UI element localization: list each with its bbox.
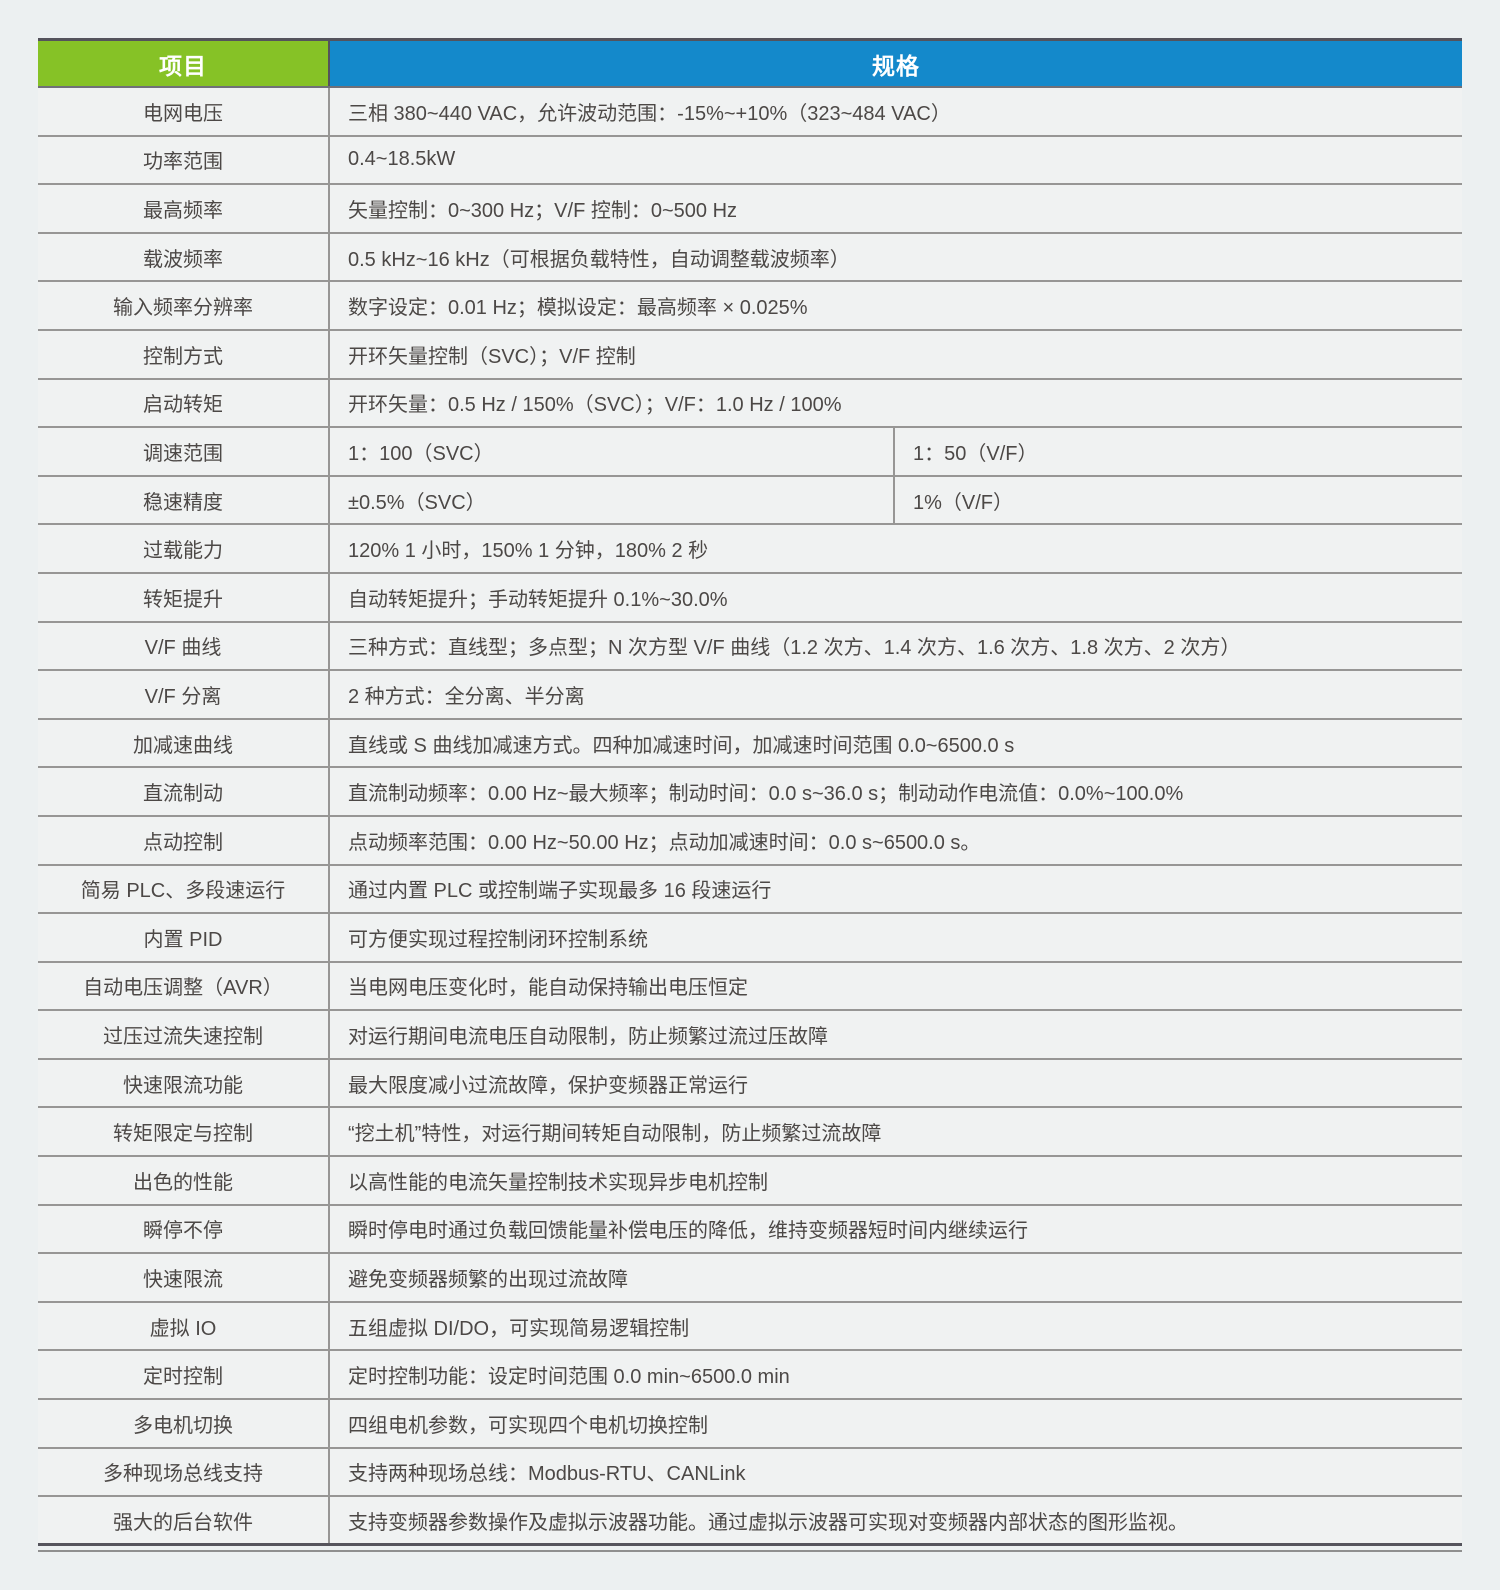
row-item-label: 多电机切换 <box>38 1400 330 1447</box>
row-spec-cell: 数字设定：0.01 Hz；模拟设定：最高频率 × 0.025% <box>348 297 808 320</box>
table-row: 启动转矩 开环矢量：0.5 Hz / 150%（SVC）；V/F：1.0 Hz /… <box>38 379 1462 429</box>
row-spec-cell: 对运行期间电流电压自动限制，防止频繁过流过压故障 <box>348 1026 828 1049</box>
row-item-label: 启动转矩 <box>38 379 330 427</box>
row-item-label: 定时控制 <box>38 1351 330 1399</box>
row-item-label: 电网电压 <box>38 88 330 135</box>
table-row: 转矩提升 自动转矩提升；手动转矩提升 0.1%~30.0% <box>38 573 1462 623</box>
row-spec-cell: 四组电机参数，可实现四个电机切换控制 <box>348 1414 708 1437</box>
row-item-label: 稳速精度 <box>38 476 330 524</box>
row-item-label: 转矩限定与控制 <box>38 1108 330 1156</box>
row-item-label: 点动控制 <box>38 816 330 864</box>
row-item-label: 快速限流功能 <box>38 1059 330 1107</box>
row-spec-cell: 开环矢量控制（SVC）；V/F 控制 <box>348 345 636 368</box>
row-spec-cell: 直线或 S 曲线加减速方式。四种加减速时间，加减速时间范围 0.0~6500.0… <box>348 734 1015 757</box>
table-row: 定时控制 定时控制功能：设定时间范围 0.0 min~6500.0 min <box>38 1351 1462 1401</box>
row-spec-cell: 支持变频器参数操作及虚拟示波器功能。通过虚拟示波器可实现对变频器内部状态的图形监… <box>348 1511 1188 1534</box>
row-spec-cell: 五组虚拟 DI/DO，可实现简易逻辑控制 <box>348 1317 690 1340</box>
row-spec-cell: 1：100（SVC） <box>330 428 895 475</box>
row-spec-cell: 自动转矩提升；手动转矩提升 0.1%~30.0% <box>348 588 728 611</box>
table-row: 自动电压调整（AVR） 当电网电压变化时，能自动保持输出电压恒定 <box>38 962 1462 1012</box>
table-row: 直流制动 直流制动频率：0.00 Hz~最大频率；制动时间：0.0 s~36.0 … <box>38 768 1462 817</box>
row-spec-cell: 三相 380~440 VAC，允许波动范围：-15%~+10%（323~484 … <box>348 102 951 125</box>
row-spec-cell: 2 种方式：全分离、半分离 <box>348 685 585 708</box>
row-spec-cell: 开环矢量：0.5 Hz / 150%（SVC）；V/F：1.0 Hz / 100… <box>348 394 842 417</box>
row-item-label: 控制方式 <box>38 330 330 378</box>
row-item-label: 多种现场总线支持 <box>38 1448 330 1496</box>
row-item-label: 直流制动 <box>38 768 330 815</box>
table-row: 内置 PID 可方便实现过程控制闭环控制系统 <box>38 914 1462 963</box>
row-item-label: 虚拟 IO <box>38 1302 330 1350</box>
row-item-label: 转矩提升 <box>38 573 330 621</box>
spec-table: 项目 规格 电网电压 三相 380~440 VAC，允许波动范围：-15%~+10… <box>38 38 1462 1552</box>
row-spec-cell: 直流制动频率：0.00 Hz~最大频率；制动时间：0.0 s~36.0 s；制动… <box>348 783 1184 806</box>
row-spec-cell: “挖土机”特性，对运行期间转矩自动限制，防止频繁过流故障 <box>348 1123 882 1146</box>
row-spec-cell: 当电网电压变化时，能自动保持输出电压恒定 <box>348 977 748 1000</box>
table-row: 多种现场总线支持 支持两种现场总线：Modbus-RTU、CANLink <box>38 1448 1462 1498</box>
row-spec-cell: 通过内置 PLC 或控制端子实现最多 16 段速运行 <box>348 880 772 903</box>
row-item-label: V/F 分离 <box>38 671 330 718</box>
row-item-label: 出色的性能 <box>38 1157 330 1204</box>
row-item-label: 内置 PID <box>38 914 330 961</box>
row-spec-cell: 0.4~18.5kW <box>348 148 456 171</box>
table-row: 调速范围 1：100（SVC） 1：50（V/F） <box>38 428 1462 477</box>
row-spec-cell: 1%（V/F） <box>913 491 1014 514</box>
row-spec-cell: 最大限度减小过流故障，保护变频器正常运行 <box>348 1074 748 1097</box>
row-item-label: 过压过流失速控制 <box>38 1011 330 1058</box>
table-row: 快速限流功能 最大限度减小过流故障，保护变频器正常运行 <box>38 1059 1462 1109</box>
spec-table-body: 电网电压 三相 380~440 VAC，允许波动范围：-15%~+10%（323~… <box>38 88 1462 1546</box>
row-item-label: 过载能力 <box>38 525 330 572</box>
row-spec-cell: 三种方式：直线型；多点型；N 次方型 V/F 曲线（1.2 次方、1.4 次方、… <box>348 637 1241 660</box>
row-spec-cell: 120% 1 小时，150% 1 分钟，180% 2 秒 <box>348 540 709 563</box>
row-item-label: 自动电压调整（AVR） <box>38 962 330 1010</box>
table-bottom-rule <box>38 1546 1462 1552</box>
table-row: 输入频率分辨率 数字设定：0.01 Hz；模拟设定：最高频率 × 0.025% <box>38 282 1462 331</box>
row-item-label: 功率范围 <box>38 136 330 184</box>
table-row: V/F 分离 2 种方式：全分离、半分离 <box>38 671 1462 720</box>
row-item-label: V/F 曲线 <box>38 622 330 670</box>
table-row: 虚拟 IO 五组虚拟 DI/DO，可实现简易逻辑控制 <box>38 1302 1462 1352</box>
row-item-label: 简易 PLC、多段速运行 <box>38 865 330 913</box>
table-row: 加减速曲线 直线或 S 曲线加减速方式。四种加减速时间，加减速时间范围 0.0~6… <box>38 719 1462 769</box>
table-row: V/F 曲线 三种方式：直线型；多点型；N 次方型 V/F 曲线（1.2 次方、1… <box>38 622 1462 672</box>
row-item-label: 最高频率 <box>38 185 330 232</box>
table-row: 多电机切换 四组电机参数，可实现四个电机切换控制 <box>38 1400 1462 1449</box>
table-row: 点动控制 点动频率范围：0.00 Hz~50.00 Hz；点动加减速时间：0.0 … <box>38 816 1462 866</box>
header-item-cell: 项目 <box>38 41 330 86</box>
row-spec-cell: 点动频率范围：0.00 Hz~50.00 Hz；点动加减速时间：0.0 s~65… <box>348 831 981 854</box>
row-spec-cell: 1：50（V/F） <box>913 442 1038 465</box>
row-item-label: 快速限流 <box>38 1254 330 1301</box>
row-spec-cell: 可方便实现过程控制闭环控制系统 <box>348 928 648 951</box>
table-row: 电网电压 三相 380~440 VAC，允许波动范围：-15%~+10%（323~… <box>38 88 1462 137</box>
table-row: 载波频率 0.5 kHz~16 kHz（可根据负载特性，自动调整载波频率） <box>38 233 1462 283</box>
row-spec-cell: 避免变频器频繁的出现过流故障 <box>348 1269 628 1292</box>
table-row: 过载能力 120% 1 小时，150% 1 分钟，180% 2 秒 <box>38 525 1462 574</box>
spec-table-header: 项目 规格 <box>38 38 1462 88</box>
row-spec-cell: 瞬时停电时通过负载回馈能量补偿电压的降低，维持变频器短时间内继续运行 <box>348 1220 1028 1243</box>
table-row: 过压过流失速控制 对运行期间电流电压自动限制，防止频繁过流过压故障 <box>38 1011 1462 1060</box>
row-item-label: 加减速曲线 <box>38 719 330 767</box>
row-spec-cell: 支持两种现场总线：Modbus-RTU、CANLink <box>348 1463 746 1486</box>
table-row: 瞬停不停 瞬时停电时通过负载回馈能量补偿电压的降低，维持变频器短时间内继续运行 <box>38 1205 1462 1255</box>
row-spec-cell: 0.5 kHz~16 kHz（可根据负载特性，自动调整载波频率） <box>348 248 850 271</box>
row-item-label: 输入频率分辨率 <box>38 282 330 329</box>
table-row: 简易 PLC、多段速运行 通过内置 PLC 或控制端子实现最多 16 段速运行 <box>38 865 1462 915</box>
header-spec-cell: 规格 <box>330 41 1462 86</box>
row-item-label: 调速范围 <box>38 428 330 475</box>
table-row: 控制方式 开环矢量控制（SVC）；V/F 控制 <box>38 330 1462 380</box>
row-spec-cell: ±0.5%（SVC） <box>330 476 895 524</box>
table-row: 稳速精度 ±0.5%（SVC） 1%（V/F） <box>38 476 1462 526</box>
row-item-label: 强大的后台软件 <box>38 1497 330 1543</box>
table-row: 最高频率 矢量控制：0~300 Hz；V/F 控制：0~500 Hz <box>38 185 1462 234</box>
row-spec-cell: 矢量控制：0~300 Hz；V/F 控制：0~500 Hz <box>348 199 738 222</box>
row-spec-cell: 以高性能的电流矢量控制技术实现异步电机控制 <box>348 1171 768 1194</box>
row-item-label: 瞬停不停 <box>38 1205 330 1253</box>
table-row: 功率范围 0.4~18.5kW <box>38 136 1462 186</box>
table-row: 出色的性能 以高性能的电流矢量控制技术实现异步电机控制 <box>38 1157 1462 1206</box>
table-row: 强大的后台软件 支持变频器参数操作及虚拟示波器功能。通过虚拟示波器可实现对变频器内… <box>38 1497 1462 1546</box>
row-spec-cell: 定时控制功能：设定时间范围 0.0 min~6500.0 min <box>348 1366 790 1389</box>
row-item-label: 载波频率 <box>38 233 330 281</box>
table-row: 转矩限定与控制 “挖土机”特性，对运行期间转矩自动限制，防止频繁过流故障 <box>38 1108 1462 1158</box>
table-row: 快速限流 避免变频器频繁的出现过流故障 <box>38 1254 1462 1303</box>
